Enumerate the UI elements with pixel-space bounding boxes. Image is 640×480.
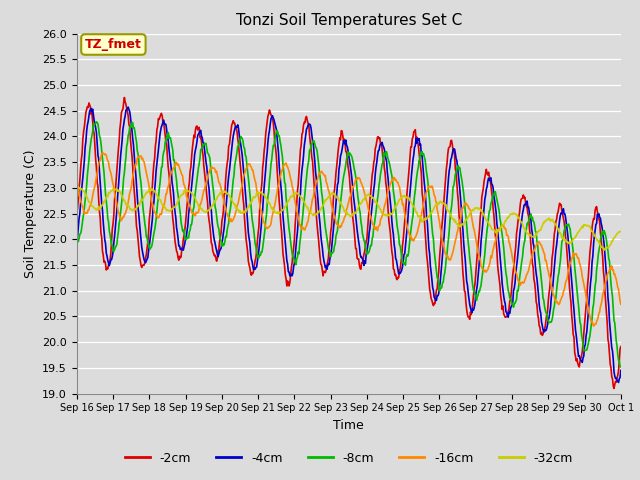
-4cm	[394, 266, 402, 272]
-8cm	[448, 204, 456, 209]
-32cm	[341, 209, 349, 215]
-16cm	[99, 150, 107, 156]
Legend: -2cm, -4cm, -8cm, -16cm, -32cm: -2cm, -4cm, -8cm, -16cm, -32cm	[120, 447, 578, 469]
-8cm	[73, 235, 81, 241]
-16cm	[589, 323, 597, 329]
-8cm	[93, 119, 100, 125]
-16cm	[448, 253, 456, 259]
-8cm	[193, 177, 201, 182]
-32cm	[617, 228, 625, 234]
Text: TZ_fmet: TZ_fmet	[85, 38, 142, 51]
-16cm	[394, 180, 402, 185]
-2cm	[448, 137, 456, 143]
Line: -32cm: -32cm	[77, 187, 621, 250]
-16cm	[73, 180, 81, 186]
Line: -8cm: -8cm	[77, 122, 621, 367]
-32cm	[74, 184, 82, 190]
-8cm	[216, 237, 224, 243]
-32cm	[394, 200, 402, 205]
-16cm	[216, 183, 224, 189]
-2cm	[568, 312, 575, 318]
-32cm	[216, 190, 224, 195]
-16cm	[568, 256, 575, 262]
-16cm	[341, 214, 349, 219]
-4cm	[73, 237, 81, 242]
-16cm	[193, 210, 201, 216]
Line: -16cm: -16cm	[77, 153, 621, 326]
-2cm	[216, 234, 224, 240]
-4cm	[568, 278, 575, 284]
-2cm	[394, 275, 402, 280]
-4cm	[448, 155, 456, 160]
-4cm	[614, 380, 622, 385]
-32cm	[73, 188, 81, 193]
-4cm	[216, 247, 224, 252]
-2cm	[341, 139, 349, 145]
-32cm	[568, 240, 575, 245]
-2cm	[610, 385, 618, 391]
X-axis label: Time: Time	[333, 419, 364, 432]
Y-axis label: Soil Temperature (C): Soil Temperature (C)	[24, 149, 36, 278]
-32cm	[448, 215, 456, 220]
-4cm	[193, 139, 201, 144]
-4cm	[124, 104, 132, 110]
-32cm	[600, 247, 608, 253]
Title: Tonzi Soil Temperatures Set C: Tonzi Soil Temperatures Set C	[236, 13, 462, 28]
-8cm	[617, 364, 625, 370]
-16cm	[617, 301, 625, 307]
-4cm	[617, 368, 625, 373]
-32cm	[193, 199, 201, 205]
-2cm	[120, 95, 128, 100]
Line: -2cm: -2cm	[77, 97, 621, 388]
-8cm	[394, 228, 402, 233]
-2cm	[73, 210, 81, 216]
-2cm	[617, 344, 625, 349]
-4cm	[341, 141, 349, 147]
Line: -4cm: -4cm	[77, 107, 621, 383]
-8cm	[568, 236, 575, 241]
-2cm	[193, 123, 201, 129]
-8cm	[341, 167, 349, 172]
